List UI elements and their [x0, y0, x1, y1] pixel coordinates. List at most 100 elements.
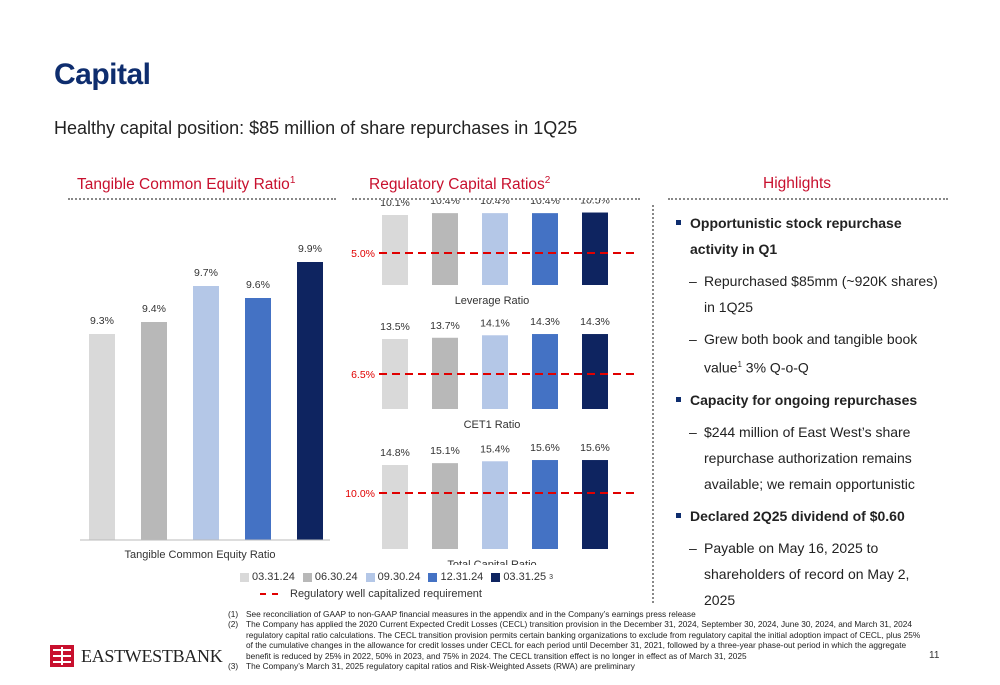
tce-data-label: 9.9%	[298, 243, 322, 255]
regulatory-data-label: 10.4%	[480, 200, 510, 207]
regulatory-chart: 10.1% 10.4% 10.4% 10.4% 10.5% 5.0% Leverage Ra…	[345, 200, 639, 565]
page-number: 11	[929, 650, 940, 661]
tce-data-label: 9.7%	[194, 267, 218, 279]
regulatory-bar	[382, 465, 408, 549]
legend-item: 12.31.24	[428, 571, 483, 583]
regulatory-bar	[582, 212, 608, 285]
regulatory-data-label: 14.3%	[530, 316, 560, 328]
tce-axis-label: Tangible Common Equity Ratio	[124, 549, 275, 561]
legend-swatch	[365, 572, 375, 582]
page-title: Capital	[54, 58, 151, 91]
requirement-line-swatch	[260, 593, 278, 595]
tce-data-label: 9.6%	[246, 279, 270, 291]
book-value-footnote-ref: 1	[737, 360, 742, 369]
regulatory-data-label: 14.8%	[380, 447, 410, 459]
footnote: (2) The Company has applied the 2020 Curr…	[228, 619, 928, 661]
footnote-text: The Company’s March 31, 2025 regulatory …	[246, 661, 635, 672]
legend-requirement-label: Regulatory well capitalized requirement	[290, 588, 482, 600]
regulatory-data-label: 15.4%	[480, 443, 510, 455]
regulatory-data-label: 10.5%	[580, 200, 610, 207]
requirement-label: 6.5%	[351, 369, 375, 381]
chart-legend: 03.31.24 06.30.24 09.30.24 12.31.24 03.31.25…	[240, 570, 553, 601]
regulatory-bar	[582, 334, 608, 409]
tce-title-text: Tangible Common Equity Ratio	[77, 176, 290, 194]
legend-swatch	[302, 572, 312, 582]
regulatory-data-label: 14.3%	[580, 316, 610, 328]
legend-label: 09.30.24	[377, 571, 421, 583]
footnote-number: (2)	[228, 619, 239, 630]
legend-requirement-row: Regulatory well capitalized requirement	[260, 587, 553, 601]
regulatory-data-label: 15.1%	[430, 445, 460, 457]
regulatory-data-label: 13.5%	[380, 321, 410, 333]
legend-item: 06.30.24	[302, 571, 358, 583]
reg-footnote-ref: 2	[544, 175, 551, 186]
tce-footnote-ref: 1	[289, 175, 296, 186]
footnote-text: See reconciliation of GAAP to non-GAAP f…	[246, 609, 696, 619]
regulatory-data-label: 15.6%	[530, 442, 560, 454]
requirement-label: 5.0%	[351, 248, 375, 260]
tce-bar	[245, 298, 271, 540]
regulatory-bar	[482, 461, 508, 549]
regulatory-data-label: 13.7%	[430, 320, 460, 332]
logo-wordmark: EASTWESTBANK	[81, 645, 223, 666]
regulatory-data-label: 10.4%	[530, 200, 560, 207]
highlight-sub-book-value: Grew both book and tangible book value1 …	[676, 326, 938, 381]
regulatory-data-label: 15.6%	[580, 442, 610, 454]
regulatory-divider	[352, 198, 640, 200]
regulatory-bar	[482, 213, 508, 285]
book-value-growth: 3% Q-o-Q	[741, 359, 809, 376]
footnote-number: (1)	[228, 609, 239, 619]
regulatory-bar	[532, 460, 558, 549]
highlight-sub-repurchased: Repurchased $85mm (~920K shares) in 1Q25	[676, 268, 938, 320]
regulatory-bar	[432, 463, 458, 549]
tce-data-label: 9.4%	[142, 303, 166, 315]
footnote: (1) See reconciliation of GAAP to non-GAA…	[228, 609, 928, 619]
legend-item: 03.31.24	[240, 571, 295, 583]
legend-label: 03.31.24	[252, 571, 295, 583]
highlight-sub-payable: Payable on May 16, 2025 to shareholders …	[676, 535, 938, 613]
tce-chart: 9.3% 9.4% 9.7% 9.6% 9.9% Tangible Common Equ…	[80, 243, 330, 561]
regulatory-bar	[582, 460, 608, 549]
regulatory-section-title: Regulatory Capital Ratios2	[369, 175, 550, 194]
legend-item: 03.31.25 3	[491, 571, 553, 583]
footnotes: (1) See reconciliation of GAAP to non-GAA…	[228, 609, 928, 671]
regulatory-bar	[382, 215, 408, 285]
tce-data-label: 9.3%	[90, 315, 114, 327]
tce-bar	[141, 322, 167, 540]
legend-series-row: 03.31.24 06.30.24 09.30.24 12.31.24 03.31.25…	[240, 570, 553, 584]
book-value-text: Grew both book and tangible book value	[704, 331, 918, 376]
legend-swatch	[240, 572, 249, 582]
vertical-divider	[652, 205, 654, 603]
east-west-bank-logo-icon	[50, 645, 74, 667]
regulatory-data-label: 10.4%	[430, 200, 460, 207]
legend-label: 12.31.24	[440, 571, 484, 583]
page-subtitle: Healthy capital position: $85 million of…	[54, 118, 578, 138]
highlight-bullet-repurchase: Opportunistic stock repurchase activity …	[676, 210, 938, 262]
regulatory-data-label: 14.1%	[480, 317, 510, 329]
reg-title-text: Regulatory Capital Ratios	[369, 176, 545, 194]
legend-item: 09.30.24	[365, 571, 421, 583]
regulatory-data-label: 10.1%	[380, 200, 410, 209]
regulatory-bar	[532, 213, 558, 285]
regulatory-bar	[482, 335, 508, 409]
legend-swatch	[428, 572, 438, 582]
tce-bar	[297, 262, 323, 540]
legend-footnote-ref: 3	[549, 573, 554, 581]
highlight-sub-authorization: $244 million of East West’s share repurc…	[676, 419, 938, 497]
footnote-text: The Company has applied the 2020 Current…	[246, 619, 921, 661]
regulatory-axis-label: Total Capital Ratio	[447, 559, 536, 565]
highlights-list: Opportunistic stock repurchase activity …	[676, 210, 938, 619]
regulatory-bar	[532, 334, 558, 409]
legend-label: 03.31.25	[503, 571, 547, 583]
regulatory-axis-label: Leverage Ratio	[455, 295, 530, 307]
regulatory-axis-label: CET1 Ratio	[464, 419, 521, 431]
tce-bar	[89, 334, 115, 540]
legend-swatch	[491, 572, 501, 582]
highlight-bullet-capacity: Capacity for ongoing repurchases	[676, 387, 938, 413]
requirement-label: 10.0%	[345, 488, 375, 500]
regulatory-bar	[432, 213, 458, 285]
tce-section-title: Tangible Common Equity Ratio1	[77, 175, 295, 194]
tce-bar	[193, 286, 219, 540]
legend-label: 06.30.24	[314, 571, 358, 583]
footnote: (3) The Company’s March 31, 2025 regulato…	[228, 661, 928, 671]
